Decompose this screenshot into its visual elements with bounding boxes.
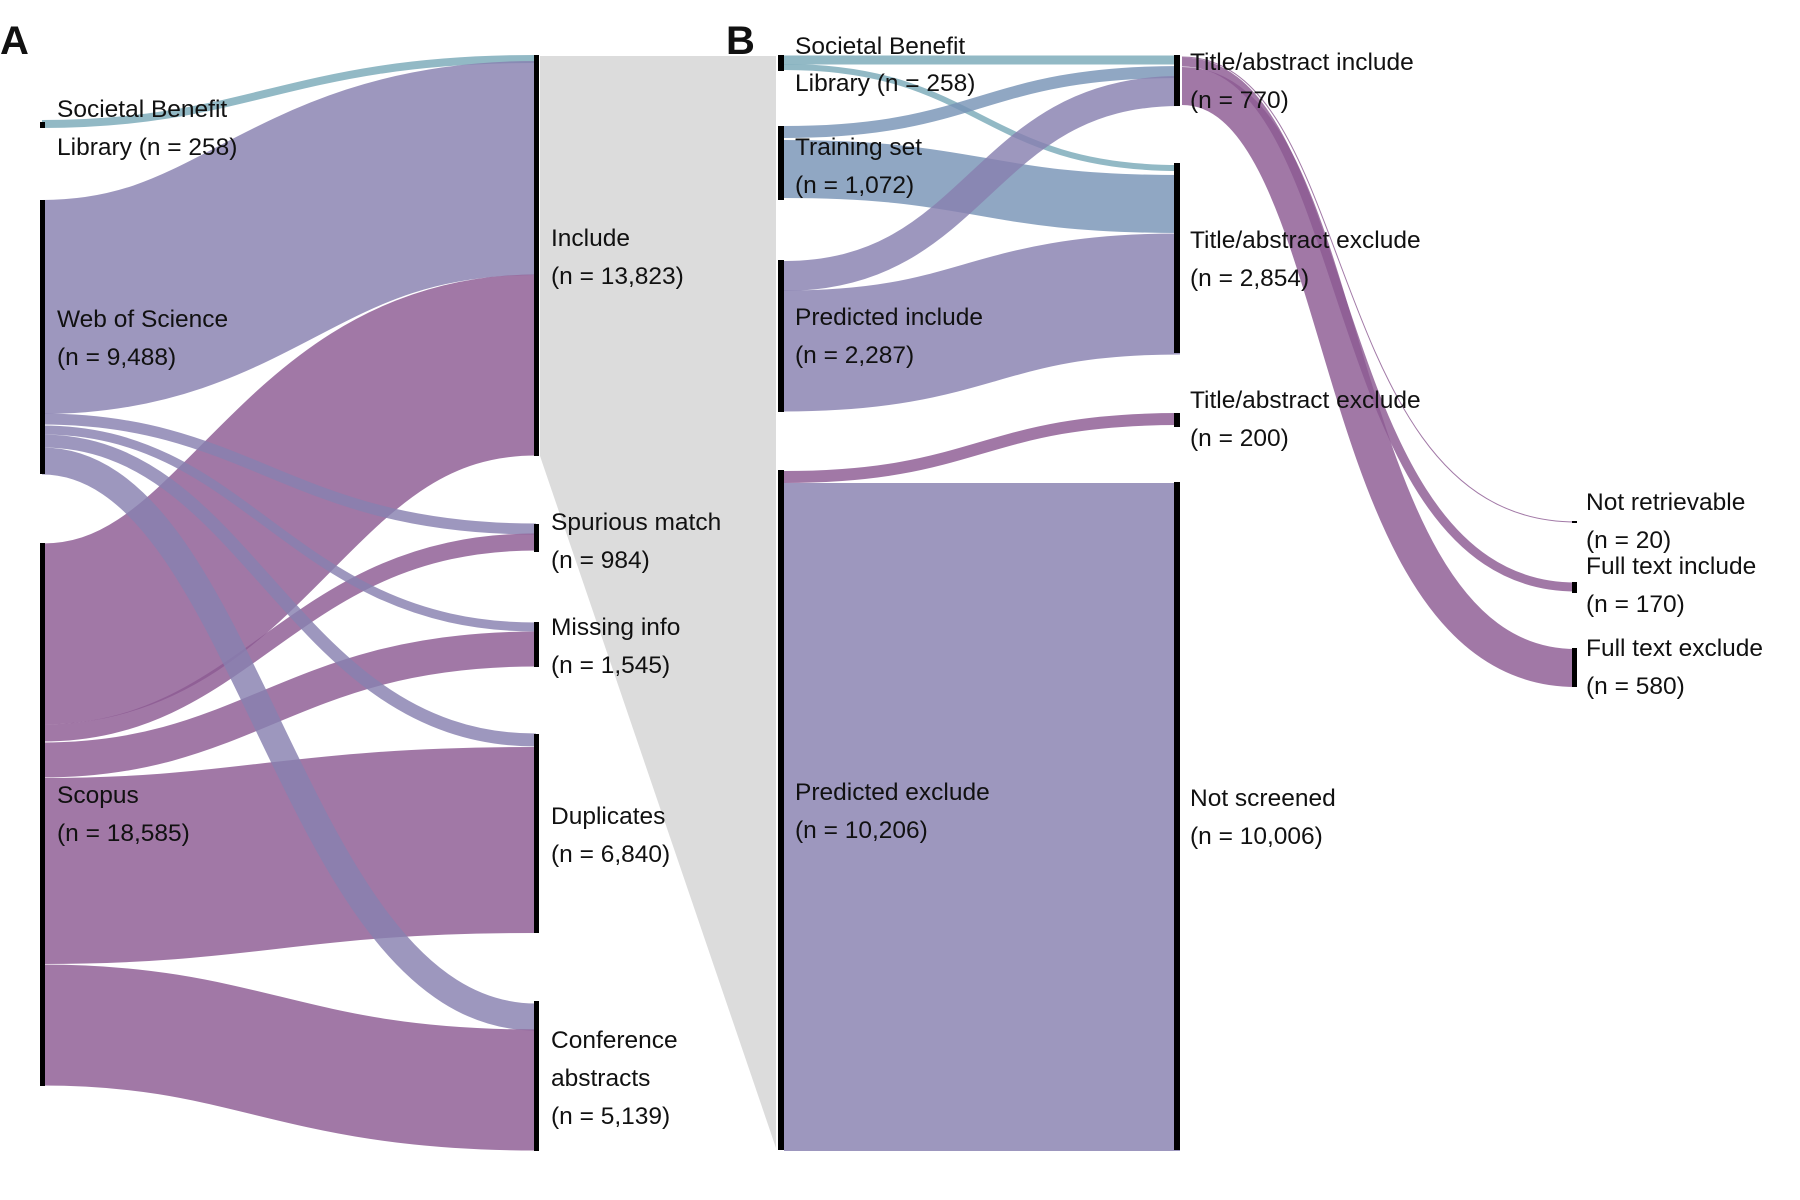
label-b-ta-exclude1-2: (n = 2,854) (1190, 265, 1309, 292)
link-wos-missing (41, 425, 537, 632)
link-predexc-ta-exclude2 (783, 413, 1181, 483)
node-a-missing (534, 622, 539, 667)
label-a-missing-1: Missing info (551, 614, 680, 641)
label-b-ft-exclude-1: Full text exclude (1586, 635, 1763, 662)
link-wos-spurious (41, 413, 537, 535)
link-predinc-ta-exclude (783, 233, 1181, 412)
link-wos-conference (41, 447, 537, 1031)
label-a-wos-2: (n = 9,488) (57, 344, 176, 371)
link-wos-duplicates (41, 434, 537, 747)
link-sbl-include (41, 55, 537, 128)
label-a-scopus-1: Scopus (57, 782, 139, 809)
node-b-ta-exclude1 (1174, 163, 1180, 353)
node-a-wos (40, 200, 45, 474)
node-b-ta-include (1174, 55, 1180, 106)
label-b-predinc-2: (n = 2,287) (795, 342, 914, 369)
node-a-spurious (534, 524, 539, 552)
node-a-include (534, 55, 539, 456)
label-a-sbl-1: Societal Benefit (57, 96, 227, 123)
node-b-not-screened (1174, 482, 1180, 1150)
link-scopus-include (38, 274, 540, 725)
label-b-ta-include-1: Title/abstract include (1190, 49, 1414, 76)
link-ta-include-not-retrievable (1181, 56, 1577, 523)
label-b-ta-exclude1-1: Title/abstract exclude (1190, 227, 1421, 254)
label-a-duplicates-1: Duplicates (551, 803, 665, 830)
label-b-sbl-2: Library (n = 258) (795, 70, 975, 97)
node-a-duplicates (534, 734, 539, 933)
label-b-ft-include-2: (n = 170) (1586, 591, 1685, 618)
node-b-sbl (778, 55, 784, 71)
node-b-training (778, 126, 784, 200)
node-a-conference (534, 1001, 539, 1151)
node-b-not-retrievable (1572, 521, 1577, 523)
panel-b-labels: Societal Benefit Library (n = 258) Train… (795, 33, 1763, 850)
link-scopus-conference (41, 964, 537, 1151)
label-b-ft-exclude-2: (n = 580) (1586, 673, 1685, 700)
label-b-predexc-1: Predicted exclude (795, 779, 990, 806)
label-b-predinc-1: Predicted include (795, 304, 983, 331)
label-a-sbl-2: Library (n = 258) (57, 134, 237, 161)
panel-a-nodes (40, 55, 539, 1151)
panel-a-labels: Societal Benefit Library (n = 258) Web o… (57, 96, 721, 1130)
node-b-pred-inc (778, 260, 784, 412)
label-b-not-screened-2: (n = 10,006) (1190, 823, 1323, 850)
label-a-conference-1: Conference (551, 1027, 678, 1054)
label-a-conference-3: (n = 5,139) (551, 1103, 670, 1130)
link-scopus-spurious (41, 533, 537, 742)
label-b-sbl-1: Societal Benefit (795, 33, 965, 60)
label-b-training-2: (n = 1,072) (795, 172, 914, 199)
label-a-duplicates-2: (n = 6,840) (551, 841, 670, 868)
panel-b-links (783, 55, 1577, 1152)
label-b-not-retrievable-2: (n = 20) (1586, 527, 1671, 554)
label-b-not-screened-1: Not screened (1190, 785, 1336, 812)
label-a-spurious-1: Spurious match (551, 509, 721, 536)
label-b-not-retrievable-1: Not retrievable (1586, 489, 1745, 516)
node-b-pred-exc (778, 470, 784, 1150)
label-b-ta-include-2: (n = 770) (1190, 87, 1289, 114)
label-a-missing-2: (n = 1,545) (551, 652, 670, 679)
link-ta-include-ft-exclude (1180, 67, 1577, 687)
label-b-predexc-2: (n = 10,206) (795, 817, 928, 844)
label-a-conference-2: abstracts (551, 1065, 650, 1092)
link-wos-include (39, 61, 538, 414)
link-training-ta-include (783, 66, 1181, 138)
node-b-ta-exclude2 (1174, 413, 1180, 427)
link-sbl-ta-exclude (783, 64, 1181, 171)
panel-b-letter: B (726, 19, 755, 63)
link-predinc-ta-include (783, 76, 1181, 291)
node-a-sbl (40, 122, 45, 128)
label-b-ta-exclude2-2: (n = 200) (1190, 425, 1289, 452)
label-b-ft-include-1: Full text include (1586, 553, 1756, 580)
label-a-include-2: (n = 13,823) (551, 263, 684, 290)
label-b-ta-exclude2-1: Title/abstract exclude (1190, 387, 1421, 414)
zoom-wedge (540, 56, 776, 1148)
link-scopus-duplicates (41, 747, 537, 964)
panel-b-nodes (778, 55, 1577, 1150)
label-a-spurious-2: (n = 984) (551, 547, 650, 574)
link-scopus-missing (41, 631, 537, 778)
label-a-include-1: Include (551, 225, 630, 252)
panel-a-links (38, 55, 540, 1151)
label-a-wos-1: Web of Science (57, 306, 228, 333)
node-b-ft-exclude (1572, 648, 1577, 687)
label-b-training-1: Training set (795, 134, 922, 161)
node-a-scopus (40, 543, 45, 1086)
panel-a-letter: A (0, 19, 29, 63)
node-b-ft-include (1572, 582, 1577, 593)
label-a-scopus-2: (n = 18,585) (57, 820, 190, 847)
